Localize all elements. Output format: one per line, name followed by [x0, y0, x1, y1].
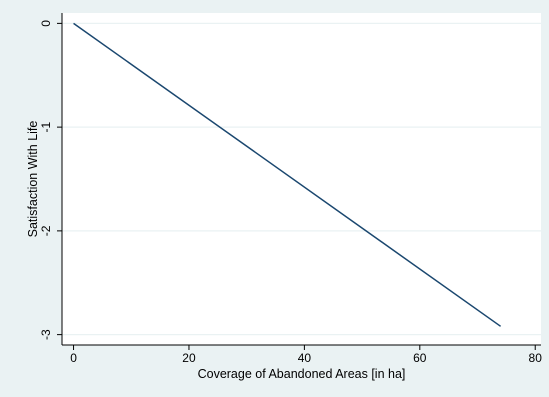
y-tick-label: 0 [39, 20, 53, 27]
x-tick-label: 20 [182, 351, 196, 365]
series-line [73, 22, 502, 327]
x-tick-label: 60 [413, 351, 427, 365]
x-axis-title: Coverage of Abandoned Areas [in ha] [198, 367, 406, 381]
y-axis-title: Satisfaction With Life [26, 121, 40, 238]
x-axis-ticks: 0 20 40 60 80 [70, 345, 542, 365]
y-tick-label: -3 [39, 329, 53, 340]
y-tick-label: -1 [39, 121, 53, 132]
series-layer [73, 22, 502, 327]
x-tick-label: 40 [298, 351, 312, 365]
x-tick-label: 80 [529, 351, 543, 365]
plot-area [62, 13, 541, 345]
y-tick-label: -2 [39, 225, 53, 236]
y-axis-ticks: 0 -1 -2 -3 [39, 20, 62, 340]
gridlines [62, 22, 541, 336]
x-tick-label: 0 [70, 351, 77, 365]
